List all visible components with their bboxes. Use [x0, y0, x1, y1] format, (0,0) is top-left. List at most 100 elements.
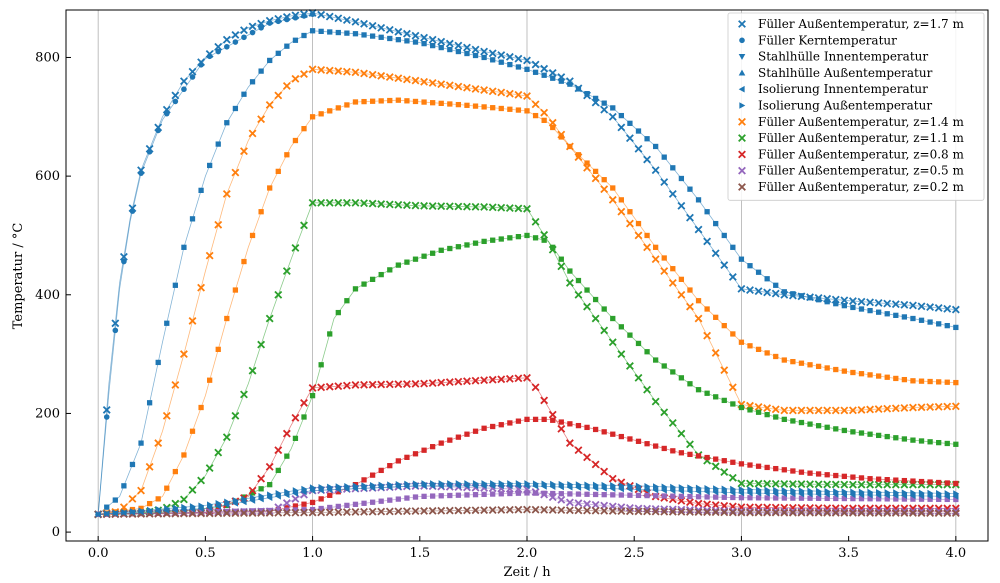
data-point	[840, 296, 849, 305]
data-point	[601, 306, 607, 312]
data-point	[644, 136, 650, 142]
legend-entry: Stahlhülle Innentemperatur	[758, 50, 928, 64]
data-point	[574, 446, 583, 455]
data-point	[198, 509, 204, 515]
data-point	[515, 418, 522, 424]
data-point	[377, 484, 384, 491]
data-point	[214, 502, 221, 510]
data-point	[721, 397, 727, 404]
data-point	[936, 439, 942, 446]
data-point	[883, 507, 892, 516]
data-point	[172, 468, 178, 475]
data-point	[463, 83, 471, 92]
data-point	[703, 488, 710, 496]
data-point	[497, 482, 504, 490]
data-point	[909, 509, 917, 517]
data-point	[412, 39, 419, 45]
data-point	[773, 495, 779, 501]
data-point	[249, 508, 256, 514]
data-point	[292, 490, 299, 497]
data-point	[103, 414, 110, 420]
data-point	[591, 460, 600, 469]
data-point	[610, 492, 616, 498]
data-point	[481, 104, 487, 110]
data-point	[755, 489, 762, 497]
data-point	[317, 486, 324, 494]
data-point	[197, 476, 206, 485]
data-point	[352, 31, 359, 37]
data-point	[198, 404, 204, 411]
data-point	[292, 435, 299, 441]
data-point	[497, 88, 506, 97]
data-point	[550, 75, 556, 81]
data-point	[625, 134, 634, 143]
data-point	[944, 322, 950, 329]
data-point	[788, 508, 797, 517]
data-point	[420, 507, 429, 515]
data-point	[643, 507, 652, 516]
data-point	[893, 496, 899, 502]
data-point	[420, 201, 429, 210]
data-point	[378, 34, 384, 40]
data-point	[867, 372, 873, 378]
data-point	[421, 493, 427, 500]
data-point	[488, 49, 497, 58]
data-point	[591, 314, 600, 323]
data-point	[267, 185, 273, 191]
data-point	[893, 435, 899, 441]
data-point	[214, 448, 223, 457]
data-point	[378, 467, 384, 474]
data-point	[721, 322, 727, 329]
data-point	[206, 53, 213, 60]
data-point	[369, 472, 376, 478]
data-point	[944, 440, 950, 447]
data-point	[515, 490, 522, 496]
data-point	[643, 243, 652, 252]
data-point	[608, 195, 617, 204]
data-point	[866, 480, 875, 489]
data-point	[197, 283, 206, 292]
data-point	[910, 315, 916, 322]
data-point	[300, 508, 308, 517]
data-point	[591, 174, 600, 183]
data-point	[661, 255, 667, 261]
data-point	[301, 485, 308, 493]
data-point	[351, 507, 360, 516]
data-point	[728, 473, 737, 482]
data-point	[934, 304, 943, 312]
data-point	[344, 502, 350, 509]
data-point	[857, 508, 866, 517]
data-point	[360, 380, 368, 389]
data-point	[344, 298, 350, 304]
data-point	[505, 204, 514, 212]
data-point	[464, 102, 470, 108]
data-point	[412, 494, 419, 500]
data-point	[850, 304, 856, 311]
data-point	[848, 508, 857, 517]
data-point	[420, 379, 429, 388]
data-point	[292, 487, 299, 494]
data-point	[653, 357, 659, 363]
data-point	[660, 507, 669, 516]
data-point	[910, 378, 916, 384]
data-point	[644, 232, 650, 239]
data-point	[815, 423, 822, 429]
data-point	[833, 488, 840, 495]
data-point	[634, 504, 643, 513]
data-point	[395, 37, 401, 43]
data-point	[317, 65, 326, 74]
data-point	[831, 507, 840, 516]
data-point	[773, 414, 779, 420]
series-12	[95, 480, 960, 518]
data-point	[763, 508, 772, 517]
data-point	[275, 50, 281, 56]
data-point	[934, 402, 943, 411]
data-point	[420, 482, 427, 490]
data-point	[833, 495, 839, 502]
data-point	[490, 237, 496, 243]
data-point	[943, 402, 952, 411]
data-point	[781, 416, 787, 423]
data-point	[292, 14, 299, 21]
data-point	[558, 419, 564, 425]
data-point	[361, 32, 367, 38]
